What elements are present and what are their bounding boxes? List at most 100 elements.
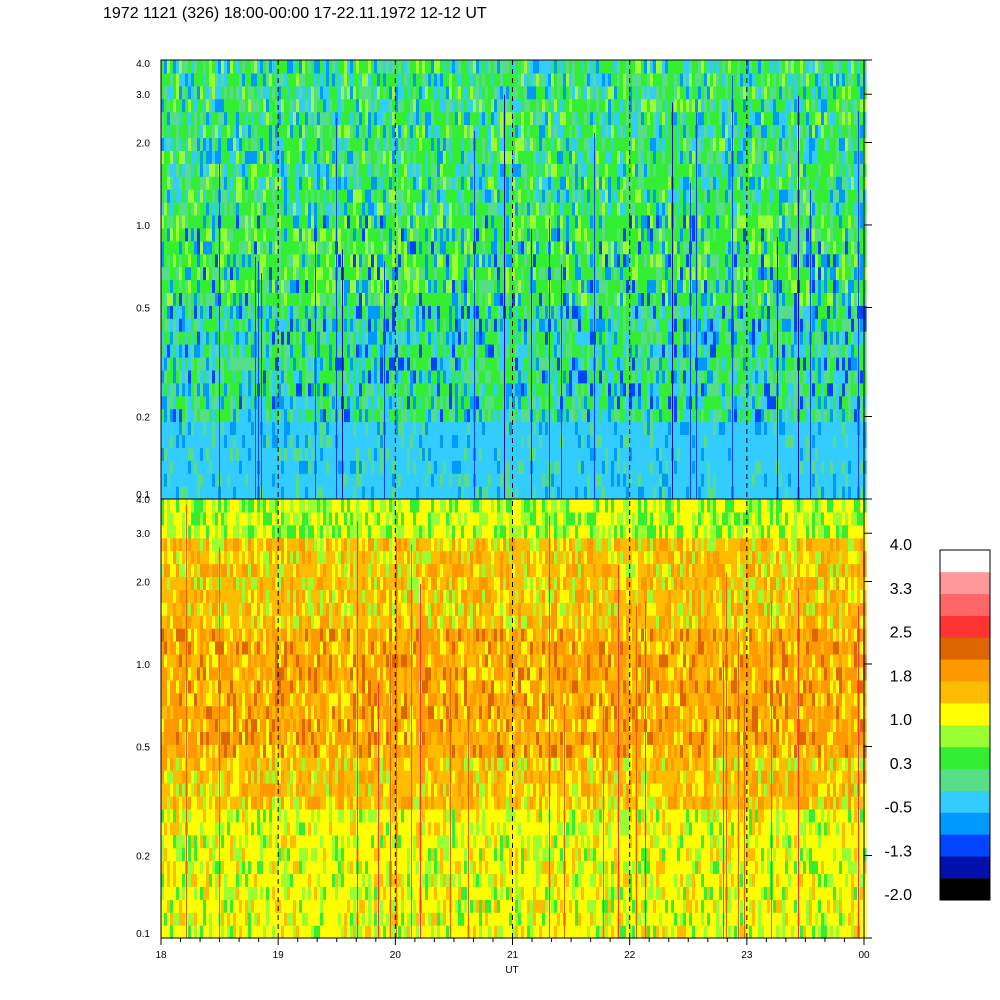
heatmap-cell: [308, 98, 312, 113]
heatmap-cell: [287, 72, 291, 87]
heatmap-cell: [164, 214, 168, 229]
heatmap-cell: [392, 434, 396, 448]
heatmap-cell: [413, 202, 417, 216]
heatmap-cell: [338, 240, 342, 255]
heatmap-cell: [419, 408, 423, 423]
heatmap-cell: [182, 344, 186, 358]
heatmap-cell: [164, 253, 168, 268]
heatmap-cell: [167, 382, 171, 397]
heatmap-cell: [188, 163, 192, 177]
heatmap-cell: [188, 124, 192, 139]
heatmap-cell: [170, 85, 174, 100]
heatmap-cell: [332, 163, 336, 177]
heatmap-cell: [188, 369, 192, 384]
heatmap-cell: [356, 189, 360, 203]
heatmap-cell: [209, 473, 213, 487]
heatmap-cell: [245, 124, 249, 139]
heatmap-cell: [233, 473, 237, 487]
heatmap-cell: [359, 331, 363, 345]
heatmap-cell: [407, 189, 411, 203]
heatmap-cell: [326, 369, 330, 384]
heatmap-cell: [236, 72, 240, 87]
heatmap-cell: [380, 279, 384, 293]
heatmap-cell: [233, 460, 237, 474]
heatmap-cell: [161, 189, 165, 203]
heatmap-cell: [389, 305, 393, 319]
heatmap-cell: [308, 176, 312, 190]
heatmap-cell: [416, 331, 420, 345]
heatmap-cell: [386, 72, 390, 87]
heatmap-cell: [230, 72, 234, 87]
heatmap-cell: [377, 357, 381, 371]
heatmap-cell: [209, 318, 213, 332]
heatmap-cell: [317, 357, 321, 371]
heatmap-cell: [377, 473, 381, 487]
heatmap-cell: [251, 318, 255, 332]
heatmap-cell: [233, 447, 237, 461]
heatmap-cell: [344, 279, 348, 293]
heatmap-cell: [212, 357, 216, 371]
heatmap-cell: [197, 214, 201, 229]
heatmap-cell: [329, 486, 333, 500]
heatmap-cell: [263, 98, 267, 113]
heatmap-cell: [290, 150, 294, 164]
heatmap-cell: [200, 473, 204, 487]
heatmap-cell: [161, 395, 165, 410]
heatmap-cell: [350, 408, 354, 423]
heatmap-cell: [338, 150, 342, 164]
heatmap-cell: [239, 331, 243, 345]
heatmap-cell: [215, 202, 219, 216]
heatmap-cell: [332, 331, 336, 345]
heatmap-cell: [221, 447, 225, 461]
heatmap-cell: [173, 292, 177, 306]
heatmap-cell: [428, 486, 432, 500]
heatmap-cell: [161, 150, 165, 164]
heatmap-cell: [284, 124, 288, 139]
heatmap-cell: [230, 266, 234, 281]
heatmap-cell: [392, 292, 396, 306]
heatmap-cell: [305, 227, 309, 242]
heatmap-cell: [380, 202, 384, 216]
heatmap-cell: [233, 60, 237, 74]
heatmap-cell: [350, 85, 354, 100]
heatmap-cell: [167, 473, 171, 487]
heatmap-cell: [233, 150, 237, 164]
heatmap-cell: [338, 137, 342, 151]
heatmap-cell: [257, 176, 261, 190]
heatmap-cell: [179, 163, 183, 177]
heatmap-cell: [401, 60, 405, 74]
heatmap-cell: [332, 460, 336, 474]
heatmap-cell: [371, 60, 375, 74]
heatmap-cell: [200, 189, 204, 203]
heatmap-cell: [287, 85, 291, 100]
heatmap-cell: [182, 473, 186, 487]
heatmap-cell: [302, 111, 306, 126]
heatmap-cell: [347, 266, 351, 281]
heatmap-cell: [194, 305, 198, 319]
heatmap-cell: [320, 202, 324, 216]
heatmap-cell: [368, 124, 372, 139]
heatmap-cell: [269, 357, 273, 371]
heatmap-cell: [221, 369, 225, 384]
heatmap-cell: [230, 137, 234, 151]
heatmap-cell: [164, 72, 168, 87]
heatmap-cell: [227, 357, 231, 371]
heatmap-cell: [329, 227, 333, 242]
heatmap-cell: [293, 60, 297, 74]
heatmap-cell: [173, 357, 177, 371]
heatmap-cell: [425, 421, 429, 435]
heatmap-cell: [194, 189, 198, 203]
heatmap-cell: [191, 421, 195, 435]
heatmap-cell: [242, 189, 246, 203]
heatmap-cell: [239, 369, 243, 384]
heatmap-cell: [290, 460, 294, 474]
heatmap-cell: [248, 460, 252, 474]
heatmap-cell: [203, 137, 207, 151]
heatmap-cell: [353, 189, 357, 203]
heatmap-cell: [290, 357, 294, 371]
heatmap-cell: [197, 434, 201, 448]
heatmap-cell: [416, 202, 420, 216]
heatmap-cell: [329, 137, 333, 151]
heatmap-cell: [224, 421, 228, 435]
heatmap-cell: [275, 434, 279, 448]
